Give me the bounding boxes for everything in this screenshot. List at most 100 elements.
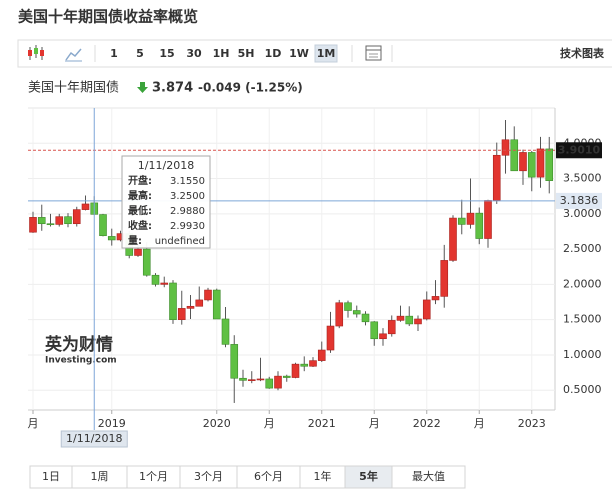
x-tick-label: 月 bbox=[264, 417, 275, 430]
tooltip bbox=[121, 155, 211, 249]
technical-chart-link[interactable]: 技术图表 bbox=[560, 46, 605, 60]
candle-body bbox=[195, 299, 204, 307]
candle-body bbox=[422, 299, 431, 320]
candle-body bbox=[46, 223, 55, 226]
candle-body bbox=[134, 248, 142, 256]
candle-body bbox=[457, 217, 466, 225]
table-icon[interactable] bbox=[365, 45, 382, 61]
candle-body bbox=[326, 325, 335, 351]
down-arrow bbox=[137, 82, 148, 93]
quote-price: 3.874 bbox=[152, 81, 193, 96]
candle-body bbox=[519, 152, 527, 172]
candle-body bbox=[300, 363, 309, 367]
tooltip-field: 最高: bbox=[128, 189, 152, 202]
candle-body bbox=[64, 216, 72, 225]
range-button[interactable]: 3个月 bbox=[194, 470, 223, 483]
interval-button[interactable]: 15 bbox=[159, 47, 174, 60]
candle-body bbox=[527, 152, 536, 178]
candle-body bbox=[501, 139, 510, 156]
last-price-box bbox=[556, 142, 602, 159]
tooltip-value: 3.2500 bbox=[170, 191, 205, 202]
interval-selected-bg bbox=[314, 44, 338, 63]
candle-body bbox=[212, 289, 221, 320]
candle-body bbox=[370, 321, 379, 340]
range-button[interactable]: 6个月 bbox=[254, 470, 283, 483]
tooltip-value: undefined bbox=[155, 236, 205, 247]
x-tick-label: 月 bbox=[369, 417, 380, 430]
interval-button[interactable]: 5H bbox=[238, 47, 255, 60]
candle-body bbox=[265, 378, 274, 389]
candle-body bbox=[221, 318, 230, 345]
crosshair-y-box bbox=[556, 192, 602, 209]
tooltip-field: 开盘: bbox=[128, 174, 152, 187]
candle-body bbox=[466, 212, 475, 225]
y-tick-label: 1.0000 bbox=[563, 348, 602, 361]
quote-name: 美国十年期国债 bbox=[28, 81, 119, 96]
candle-body bbox=[484, 200, 492, 239]
interval-button[interactable]: 5 bbox=[136, 47, 144, 60]
interval-button[interactable]: 1W bbox=[289, 47, 309, 60]
candle-body bbox=[379, 333, 387, 340]
candle-body bbox=[55, 216, 64, 225]
candle-body bbox=[99, 214, 107, 237]
crosshair-x-label: 1/11/2018 bbox=[66, 432, 122, 445]
candle-body bbox=[352, 310, 361, 315]
candle-body bbox=[545, 148, 554, 181]
x-tick-label: 月 bbox=[474, 417, 485, 430]
candle-body bbox=[510, 139, 519, 172]
candle-body bbox=[151, 274, 160, 285]
candle-body bbox=[396, 315, 405, 321]
candle-body bbox=[186, 305, 195, 309]
x-tick-label: 2021 bbox=[308, 417, 336, 430]
candle-body bbox=[274, 375, 282, 389]
x-tick-label: 2022 bbox=[413, 417, 441, 430]
range-button[interactable]: 最大值 bbox=[412, 469, 445, 483]
candle-body bbox=[449, 217, 457, 261]
x-tick-label: 2020 bbox=[203, 417, 231, 430]
line-icon[interactable] bbox=[65, 48, 82, 62]
y-tick-label: 3.5000 bbox=[563, 172, 602, 185]
candle-body bbox=[291, 363, 300, 378]
candle-icon[interactable] bbox=[28, 45, 44, 60]
interval-button[interactable]: 30 bbox=[186, 47, 202, 60]
range-button[interactable]: 1周 bbox=[91, 470, 109, 483]
tooltip-value: 2.9880 bbox=[170, 206, 205, 217]
candle-body bbox=[169, 282, 177, 320]
candle-body bbox=[282, 375, 291, 378]
candle-body bbox=[256, 378, 265, 381]
x-tick-label: 2023 bbox=[518, 417, 546, 430]
crosshair-x-box bbox=[60, 430, 128, 448]
candle-body bbox=[142, 248, 151, 276]
interval-button[interactable]: 1 bbox=[110, 47, 118, 60]
range-button[interactable]: 1日 bbox=[42, 470, 60, 483]
range-button[interactable]: 1个月 bbox=[139, 470, 168, 483]
range-button-box[interactable] bbox=[391, 465, 466, 489]
candle-body bbox=[440, 260, 449, 297]
watermark-brand: 英为财情 bbox=[45, 334, 113, 355]
candle-body bbox=[387, 320, 396, 335]
candle-body bbox=[475, 212, 484, 239]
tooltip-field: 收盘: bbox=[128, 219, 152, 232]
range-button[interactable]: 5年 bbox=[359, 469, 378, 483]
candle-body bbox=[536, 148, 545, 178]
candle-body bbox=[177, 308, 186, 320]
candle-body bbox=[107, 236, 116, 241]
tooltip-date: 1/11/2018 bbox=[138, 159, 194, 172]
range-button[interactable]: 1年 bbox=[314, 469, 332, 483]
x-tick-label: 2019 bbox=[98, 417, 126, 430]
tooltip-field: 量: bbox=[128, 234, 142, 247]
quote-change: -0.049 (-1.25%) bbox=[198, 81, 303, 95]
watermark-site: Investing.com bbox=[45, 356, 117, 366]
candle-body bbox=[160, 282, 169, 285]
interval-button[interactable]: 1H bbox=[213, 47, 230, 60]
candle-body bbox=[239, 377, 247, 381]
interval-button[interactable]: 1M bbox=[317, 47, 336, 60]
interval-button[interactable]: 1D bbox=[265, 47, 282, 60]
candle-body bbox=[405, 315, 414, 325]
y-tick-label: 2.0000 bbox=[563, 277, 602, 290]
candle-body bbox=[204, 289, 212, 301]
y-tick-label: 3.0000 bbox=[563, 207, 602, 220]
tooltip-value: 3.1550 bbox=[170, 176, 205, 187]
candle-body bbox=[230, 344, 239, 379]
